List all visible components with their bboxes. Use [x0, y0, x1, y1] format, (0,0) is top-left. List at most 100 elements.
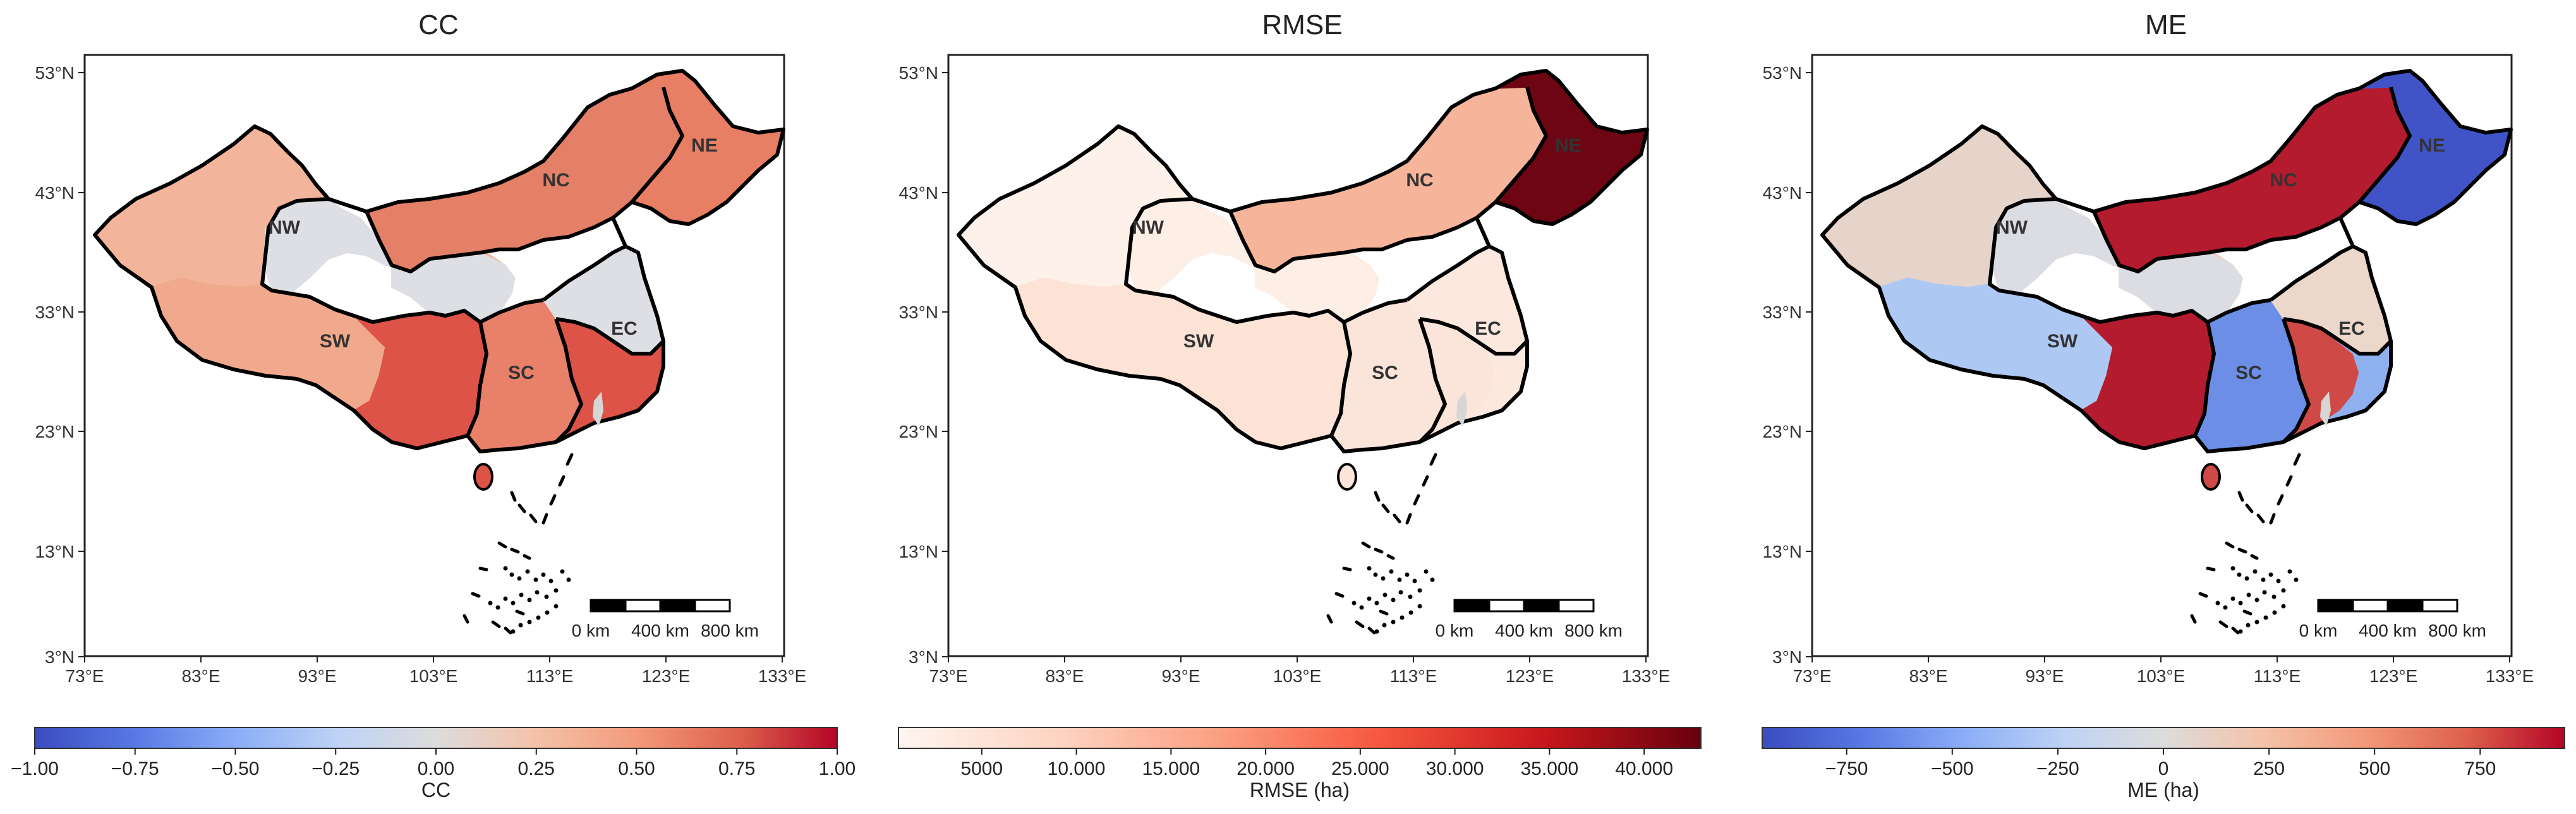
taiwan-island — [2320, 392, 2331, 426]
island-dot — [2261, 577, 2266, 582]
lon-tick-label: 123°E — [1506, 666, 1554, 686]
scale-bar-segment — [1557, 599, 1595, 613]
island-dot — [2294, 577, 2299, 582]
nine-dash-line-segment — [2285, 475, 2293, 487]
lat-tick-label: 53°N — [898, 63, 938, 83]
lat-axis: 53°N 43°N 33°N 23°N 13°N 3°N — [898, 63, 948, 667]
island-dot — [527, 619, 532, 625]
lon-axis: 73°E 83°E 93°E 103°E 113°E 123°E 133°E — [65, 656, 806, 686]
island-dot — [2262, 590, 2267, 595]
island-dot — [2230, 596, 2235, 601]
island-dot — [1351, 601, 1357, 606]
region-boundary — [1988, 197, 2271, 324]
nine-dash-line-segment — [1374, 548, 1384, 554]
region-boundary — [2193, 321, 2216, 437]
colorbar-tick-label: 15.000 — [1142, 758, 1200, 779]
region-label-ne: NE — [1555, 135, 1581, 156]
map-regions: NE NC NW SW SC EC — [1820, 69, 2513, 635]
region-boundary — [1494, 87, 1548, 203]
island-dot — [536, 615, 541, 620]
lon-tick-label: 73°E — [929, 666, 967, 686]
nine-dash-line-segment — [1326, 614, 1333, 624]
lon-tick-label: 73°E — [1793, 666, 1831, 686]
island-dot — [1389, 569, 1394, 574]
colorbar-tick-label: 500 — [2359, 758, 2390, 779]
nine-dash-line-segment — [2237, 548, 2247, 554]
panel-title: CC — [418, 9, 459, 40]
nine-dash-line-segment — [1355, 620, 1365, 628]
region-boundary — [1124, 197, 1408, 324]
island-dot — [2215, 601, 2220, 606]
region-nc — [1229, 87, 1547, 272]
region-boundary — [1228, 210, 1478, 273]
lon-tick-label: 133°E — [758, 666, 807, 686]
island-dot — [1373, 572, 1378, 577]
hainan-island — [2201, 463, 2221, 491]
lon-tick-label: 113°E — [526, 666, 574, 686]
nine-dash-line-segment — [2277, 494, 2284, 506]
nine-dash-line-segment — [2225, 541, 2235, 549]
lon-tick-label: 103°E — [1273, 666, 1322, 686]
taiwan-island — [1456, 392, 1467, 426]
scale-bar-label: 400 km — [631, 621, 689, 640]
island-dot — [1391, 597, 1396, 602]
colorbar-tick-label: 35.000 — [1520, 758, 1578, 779]
island-dot — [544, 594, 549, 599]
lon-tick-label: 83°E — [181, 666, 220, 686]
lon-tick-label: 103°E — [409, 666, 458, 686]
island-dot — [1398, 590, 1403, 595]
nine-dash-line-segment — [2231, 626, 2240, 635]
island-dot — [1391, 619, 1396, 625]
country-outline — [957, 69, 1649, 453]
lat-tick-label: 3°N — [45, 647, 75, 667]
scale-bar-segment — [624, 599, 662, 613]
nine-dash-line-segment — [2237, 491, 2244, 502]
lat-tick-label: 13°N — [35, 542, 75, 561]
island-dot — [535, 590, 540, 595]
island-dot — [545, 610, 550, 615]
country-outline — [93, 69, 785, 453]
region-core — [1991, 198, 2243, 323]
nine-dash-line-segment — [1422, 475, 1429, 487]
lon-tick-label: 123°E — [2369, 666, 2418, 686]
island-dot — [2281, 588, 2286, 593]
nine-dash-line-segment — [565, 453, 574, 466]
nine-dash-line-segment — [1429, 453, 1437, 466]
island-dot — [2263, 615, 2268, 620]
map-frame — [947, 54, 1649, 657]
scale-bar-segment — [2421, 599, 2458, 613]
colorbar-tick-label: −1.00 — [11, 758, 59, 779]
island-dot — [1359, 605, 1364, 610]
colorbar-tick-label: 0.00 — [418, 758, 454, 779]
colorbar: 5000 10.000 15.000 20.000 25.000 30.000 35.000… — [898, 727, 1702, 801]
scale-bar-segment — [1453, 599, 1491, 613]
lat-tick-label: 13°N — [898, 542, 938, 561]
nine-dash-line-segment — [529, 513, 538, 524]
colorbar: −1.00 −0.75 −0.50 −0.25 0.00 0.25 0.50 0.75 1.00… — [11, 727, 856, 801]
colorbar-tick-label: 750 — [2464, 758, 2496, 779]
island-dot — [1417, 588, 1422, 593]
region-label-sc: SC — [2235, 362, 2262, 383]
scale-bar-segment — [590, 599, 627, 613]
island-dot — [1381, 576, 1386, 581]
lat-tick-label: 53°N — [1762, 63, 1802, 83]
lon-tick-label: 93°E — [2025, 666, 2064, 686]
lat-tick-label: 3°N — [1772, 647, 1802, 667]
colorbar-ticks: −750 −500 −250 0 250 500 750 — [1825, 748, 2496, 779]
scale-bar-segment — [659, 599, 696, 613]
island-dot — [525, 569, 530, 574]
region-core — [263, 198, 516, 323]
island-dot — [2230, 566, 2235, 571]
scale-bar-label: 0 km — [2299, 621, 2338, 640]
colorbar-tick-label: 0.50 — [618, 758, 655, 779]
hainan-island — [473, 463, 493, 491]
island-dot — [560, 569, 565, 574]
scale-bar: 0 km 400 km 800 km — [2299, 599, 2486, 640]
island-dot — [1417, 604, 1422, 609]
island-dot — [548, 578, 553, 584]
nine-dash-line-segment — [517, 503, 526, 513]
island-dot — [1367, 596, 1372, 601]
region-nc — [2093, 87, 2410, 272]
